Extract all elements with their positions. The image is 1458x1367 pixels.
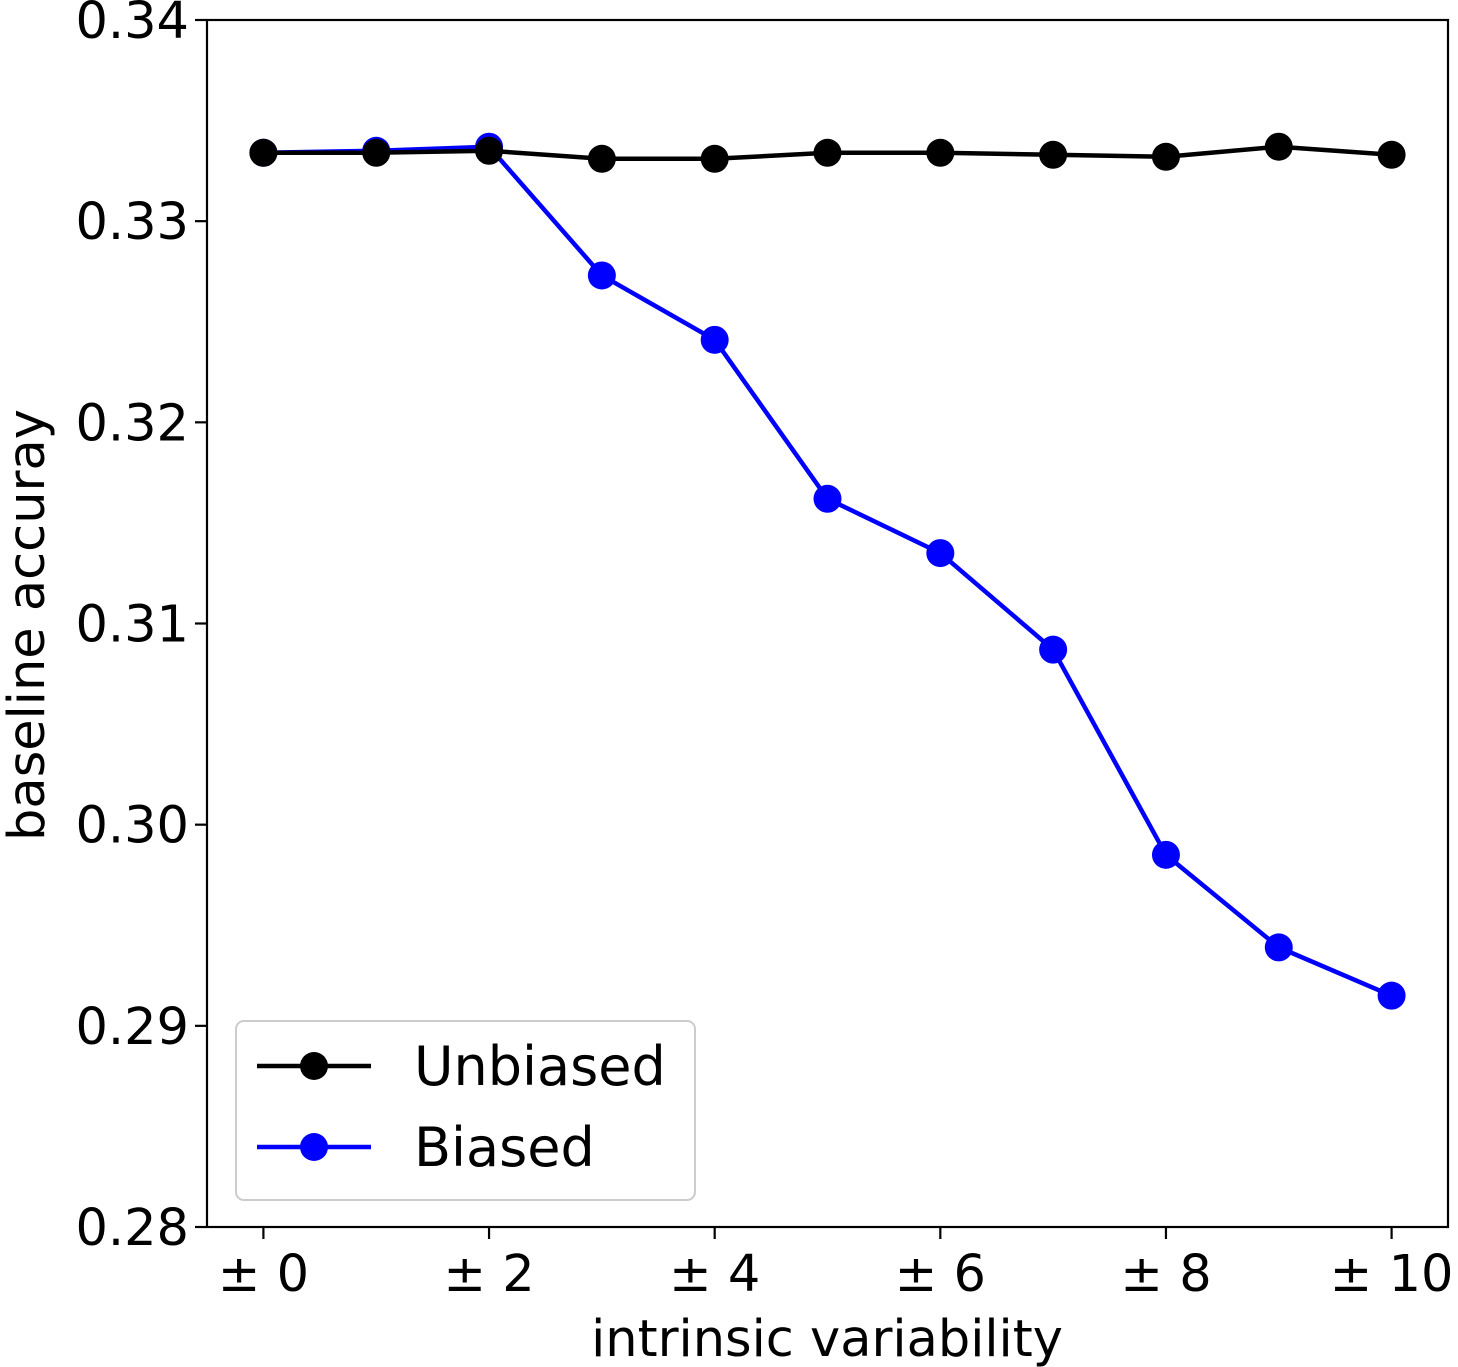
unbiased-data-point	[362, 138, 391, 167]
y-tick-label: 0.33	[75, 193, 189, 252]
y-tick-label: 0.29	[75, 998, 189, 1057]
x-tick-label: ± 6	[895, 1245, 986, 1304]
legend-biased-marker	[300, 1133, 328, 1161]
biased-data-point	[1039, 635, 1068, 664]
x-tick-label: ± 0	[218, 1245, 309, 1304]
x-tick-label: ± 10	[1330, 1245, 1454, 1304]
legend: Unbiased Biased	[235, 1020, 696, 1201]
x-tick-label: ± 8	[1120, 1245, 1211, 1304]
biased-data-point	[1264, 933, 1293, 962]
unbiased-data-point	[475, 136, 504, 165]
x-tick-label: ± 2	[443, 1245, 534, 1304]
unbiased-data-point	[587, 144, 616, 173]
unbiased-data-point	[700, 144, 729, 173]
legend-unbiased-label: Unbiased	[414, 1035, 666, 1098]
biased-data-point	[926, 539, 955, 568]
unbiased-data-point	[1264, 132, 1293, 161]
unbiased-data-point	[1151, 142, 1180, 171]
biased-data-point	[587, 261, 616, 290]
biased-data-point	[1377, 981, 1406, 1010]
legend-unbiased-marker	[300, 1052, 328, 1080]
y-axis-ticks: 0.28 0.29 0.30 0.31 0.32 0.33 0.34	[75, 0, 207, 1258]
x-axis-ticks: ± 0 ± 2 ± 4 ± 6 ± 8 ± 10	[218, 1227, 1454, 1304]
x-axis-label: intrinsic variability	[591, 1310, 1063, 1367]
unbiased-data-point	[1377, 140, 1406, 169]
y-tick-label: 0.28	[75, 1199, 189, 1258]
biased-data-point	[1151, 840, 1180, 869]
unbiased-data-point	[249, 138, 278, 167]
y-tick-label: 0.31	[75, 596, 189, 655]
y-tick-label: 0.34	[75, 0, 189, 51]
series-layer	[249, 132, 1406, 1010]
unbiased-data-point	[926, 138, 955, 167]
y-tick-label: 0.32	[75, 394, 189, 453]
biased-data-point	[700, 325, 729, 354]
x-tick-label: ± 4	[669, 1245, 760, 1304]
y-axis-label: baseline accuray	[0, 409, 57, 841]
biased-data-point	[813, 484, 842, 513]
legend-biased-label: Biased	[414, 1116, 595, 1179]
y-tick-label: 0.30	[75, 797, 189, 856]
unbiased-data-point	[813, 138, 842, 167]
unbiased-data-point	[1039, 140, 1068, 169]
